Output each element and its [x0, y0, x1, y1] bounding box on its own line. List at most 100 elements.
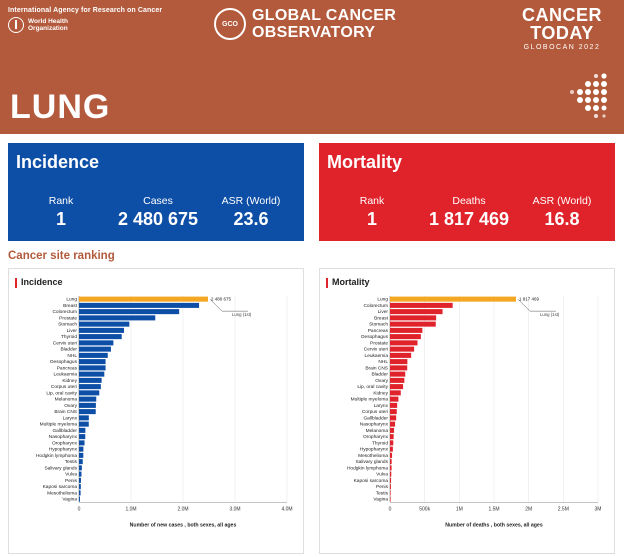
category-label: Colorectum: [363, 303, 388, 309]
category-label: Ovary: [64, 403, 77, 409]
highlight-value-label: 2 480 675: [211, 297, 232, 302]
category-label: NHL: [378, 359, 388, 365]
category-label: Cervix uteri: [53, 340, 77, 346]
category-label: Salivary glands: [355, 459, 388, 465]
category-label: Salivary glands: [44, 465, 77, 471]
bar: [390, 471, 392, 477]
category-label: Melanoma: [55, 397, 78, 403]
incidence-chart-title: Incidence: [21, 277, 63, 287]
mortality-card-title: Mortality: [327, 152, 403, 172]
category-label: Kidney: [373, 390, 388, 396]
category-label: Oropharynx: [52, 440, 78, 446]
category-label: Kaposi sarcoma: [354, 478, 389, 484]
x-axis-title: Number of deaths , both sexes, all ages: [445, 522, 543, 528]
bar: [390, 402, 398, 408]
category-label: Larynx: [374, 403, 389, 409]
incidence-cases-value: 2 480 675: [117, 209, 199, 229]
category-label: Brain CNS: [365, 365, 388, 371]
bar: [79, 409, 96, 415]
bar: [390, 459, 392, 465]
x-tick-label: 0: [78, 506, 81, 512]
bar: [390, 321, 436, 327]
category-label: Cervix uteri: [364, 347, 388, 353]
category-label: Vagina: [373, 497, 388, 503]
bar: [390, 465, 392, 471]
bar: [79, 421, 89, 427]
report-header: International Agency for Research on Can…: [0, 0, 624, 134]
category-label: Oropharynx: [363, 434, 389, 440]
bar: [79, 327, 124, 333]
bar: [79, 446, 84, 452]
category-label: Pancreas: [57, 365, 78, 371]
bar: [390, 396, 399, 402]
mortality-rank-label: Rank: [359, 195, 385, 207]
x-tick-label: 1.0M: [125, 506, 136, 512]
category-label: Penis: [376, 484, 389, 490]
bar: [390, 446, 393, 452]
bar: [79, 402, 96, 408]
category-label: Bladder: [371, 372, 388, 378]
mortality-deaths-label: Deaths: [452, 195, 486, 207]
incidence-card: Incidence Rank 1 Cases 2 480 675 ASR (Wo…: [8, 143, 304, 241]
category-label: Testis: [376, 490, 389, 496]
incidence-cases-label: Cases: [143, 195, 173, 207]
category-label: Prostate: [370, 340, 388, 346]
iarc-name: International Agency for Research on Can…: [8, 7, 163, 14]
category-label: Lung: [377, 297, 388, 303]
incidence-card-title: Incidence: [16, 152, 100, 172]
incidence-ranking-panel: Incidence 0 1.0M 2.0M 3.0M 4.0M Lung 2 480 675…: [8, 268, 304, 554]
bar: [79, 309, 180, 315]
category-label: Hodgkin lymphoma: [347, 465, 388, 471]
bar: [79, 377, 102, 383]
x-tick-label: 3.0M: [229, 506, 240, 512]
cancer-today-branding: CANCER TODAY GLOBOCAN 2022: [522, 6, 602, 51]
bar: [79, 334, 122, 340]
category-label: Oesophagus: [361, 334, 389, 340]
mortality-asr-value: 16.8: [544, 209, 580, 229]
bar: [79, 390, 100, 396]
category-label: Vulva: [65, 472, 77, 478]
category-label: Testis: [65, 459, 78, 465]
x-tick-label: 1M: [456, 506, 463, 512]
mortality-chart-title: Mortality: [332, 277, 370, 287]
incidence-rank-label: Rank: [48, 195, 74, 207]
iarc-who-branding: International Agency for Research on Can…: [8, 7, 162, 33]
category-label: Multiple myeloma: [351, 397, 389, 403]
bar: [79, 440, 85, 446]
x-tick-label: 2M: [525, 506, 532, 512]
bar: [390, 427, 395, 433]
mortality-bar-chart: 0 500k 1M 1.5M 2M 2.5M 3M Lung 1 817 469 Lung (1s…: [347, 296, 602, 528]
bar: [390, 359, 408, 365]
bar: [79, 346, 111, 352]
bar: [79, 384, 101, 390]
category-label: Brain CNS: [54, 409, 77, 415]
category-label: Gallbladder: [363, 415, 388, 421]
bar: [390, 496, 391, 502]
who-name-line2: Organization: [28, 25, 68, 32]
cancer-today-line2: TODAY: [530, 23, 594, 43]
category-label: Nasopharynx: [49, 434, 78, 440]
category-label: Ovary: [375, 378, 388, 384]
category-label: Mesothelioma: [358, 453, 388, 459]
gco-title-line1: GLOBAL CANCER: [252, 7, 397, 24]
bar: [79, 315, 156, 321]
bar: [79, 340, 114, 346]
category-label: Leukaemia: [365, 353, 389, 359]
category-label: Breast: [374, 315, 389, 321]
x-tick-label: 3M: [595, 506, 602, 512]
bar: [390, 452, 393, 458]
bar: [390, 296, 517, 302]
bar: [79, 459, 83, 465]
category-label: Thyroid: [372, 440, 388, 446]
bar: [390, 477, 392, 483]
category-label: Lung: [66, 297, 77, 303]
x-tick-label: 500k: [419, 506, 430, 512]
bar: [390, 377, 405, 383]
bar: [390, 334, 421, 340]
category-label: Thyroid: [61, 334, 77, 340]
cancer-today-line1: CANCER: [521, 5, 602, 25]
bar: [79, 427, 86, 433]
category-label: Lip, oral cavity: [357, 384, 388, 390]
bar: [390, 309, 443, 315]
category-label: Gallbladder: [52, 428, 77, 434]
